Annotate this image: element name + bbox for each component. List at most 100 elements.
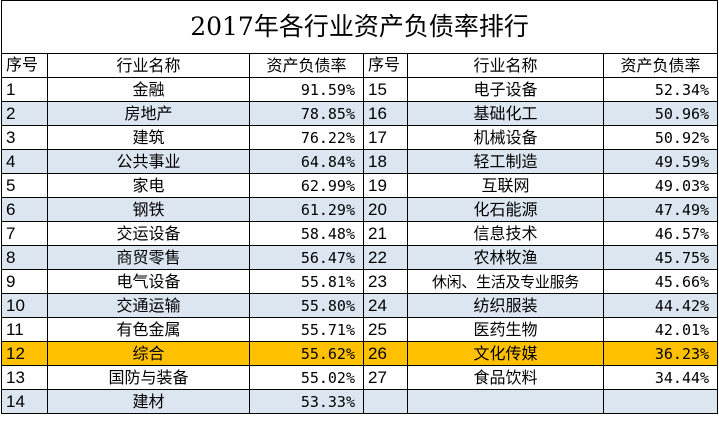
cell-debt-ratio[interactable]: 55.80%	[249, 293, 364, 318]
table-row: 14 建材 53.33%	[1, 389, 719, 414]
cell-industry-name[interactable]: 公共事业	[47, 149, 250, 174]
table-row: 8 商贸零售 56.47% 22 农林牧渔 45.75%	[1, 245, 719, 270]
table-row: 3 建筑 76.22% 17 机械设备 50.92%	[1, 125, 719, 150]
cell-index[interactable]: 13	[1, 365, 48, 390]
cell-industry-name[interactable]: 国防与装备	[47, 365, 250, 390]
cell-industry-name[interactable]: 互联网	[407, 173, 604, 198]
cell-debt-ratio[interactable]: 46.57%	[602, 221, 719, 246]
cell-index[interactable]: 26	[363, 341, 408, 366]
cell-industry-name[interactable]: 文化传媒	[407, 341, 604, 366]
cell-industry-name[interactable]: 建材	[47, 389, 250, 414]
header-row: 序号 行业名称 资产负债率 序号 行业名称 资产负债率	[1, 53, 719, 78]
table-row: 7 交运设备 58.48% 21 信息技术 46.57%	[1, 221, 719, 246]
cell-debt-ratio[interactable]: 58.48%	[249, 221, 364, 246]
cell-debt-ratio[interactable]: 50.96%	[602, 101, 719, 126]
cell-industry-name[interactable]: 信息技术	[407, 221, 604, 246]
cell-debt-ratio[interactable]: 91.59%	[249, 77, 364, 102]
cell-debt-ratio[interactable]: 49.59%	[602, 149, 719, 174]
cell-index[interactable]: 11	[1, 317, 48, 342]
cell-index[interactable]: 7	[1, 221, 48, 246]
cell-debt-ratio[interactable]: 55.02%	[249, 365, 364, 390]
cell-industry-name[interactable]: 电子设备	[407, 77, 604, 102]
cell-industry-name[interactable]	[407, 389, 604, 414]
cell-index[interactable]: 21	[363, 221, 408, 246]
cell-industry-name[interactable]: 钢铁	[47, 197, 250, 222]
cell-debt-ratio[interactable]: 76.22%	[249, 125, 364, 150]
cell-index[interactable]: 25	[363, 317, 408, 342]
cell-industry-name[interactable]: 金融	[47, 77, 250, 102]
cell-debt-ratio[interactable]: 50.92%	[602, 125, 719, 150]
cell-debt-ratio[interactable]: 49.03%	[602, 173, 719, 198]
cell-debt-ratio[interactable]: 78.85%	[249, 101, 364, 126]
cell-debt-ratio[interactable]: 47.49%	[602, 197, 719, 222]
cell-debt-ratio[interactable]: 61.29%	[249, 197, 364, 222]
cell-industry-name[interactable]: 家电	[47, 173, 250, 198]
cell-industry-name[interactable]: 综合	[47, 341, 250, 366]
cell-industry-name[interactable]: 食品饮料	[407, 365, 604, 390]
cell-index[interactable]: 16	[363, 101, 408, 126]
cell-index[interactable]: 15	[363, 77, 408, 102]
cell-industry-name[interactable]: 有色金属	[47, 317, 250, 342]
cell-index[interactable]: 18	[363, 149, 408, 174]
table-row: 12 综合 55.62% 26 文化传媒 36.23%	[1, 341, 719, 366]
cell-debt-ratio[interactable]: 53.33%	[249, 389, 364, 414]
cell-debt-ratio[interactable]: 55.62%	[249, 341, 364, 366]
header-index-left[interactable]: 序号	[1, 53, 48, 78]
cell-debt-ratio[interactable]: 34.44%	[602, 365, 719, 390]
cell-debt-ratio[interactable]: 45.75%	[602, 245, 719, 270]
cell-industry-name[interactable]: 房地产	[47, 101, 250, 126]
cell-debt-ratio[interactable]: 45.66%	[602, 269, 719, 294]
cell-index[interactable]: 5	[1, 173, 48, 198]
cell-industry-name[interactable]: 基础化工	[407, 101, 604, 126]
cell-index[interactable]: 6	[1, 197, 48, 222]
cell-index[interactable]: 1	[1, 77, 48, 102]
cell-index[interactable]: 19	[363, 173, 408, 198]
cell-index[interactable]: 23	[363, 269, 408, 294]
cell-index[interactable]: 4	[1, 149, 48, 174]
cell-index[interactable]: 20	[363, 197, 408, 222]
cell-debt-ratio[interactable]: 42.01%	[602, 317, 719, 342]
cell-index[interactable]: 9	[1, 269, 48, 294]
cell-index[interactable]: 24	[363, 293, 408, 318]
cell-debt-ratio[interactable]: 56.47%	[249, 245, 364, 270]
cell-debt-ratio[interactable]: 64.84%	[249, 149, 364, 174]
cell-industry-name[interactable]: 农林牧渔	[407, 245, 604, 270]
cell-industry-name[interactable]: 纺织服装	[407, 293, 604, 318]
header-index-right[interactable]: 序号	[363, 53, 408, 78]
cell-industry-name[interactable]: 休闲、生活及专业服务	[407, 269, 604, 294]
cell-debt-ratio[interactable]: 55.81%	[249, 269, 364, 294]
cell-index[interactable]: 22	[363, 245, 408, 270]
cell-index[interactable]: 2	[1, 101, 48, 126]
cell-debt-ratio[interactable]: 44.42%	[602, 293, 719, 318]
table-row: 10 交通运输 55.80% 24 纺织服装 44.42%	[1, 293, 719, 318]
cell-industry-name[interactable]: 轻工制造	[407, 149, 604, 174]
cell-debt-ratio[interactable]: 52.34%	[602, 77, 719, 102]
cell-debt-ratio[interactable]: 55.71%	[249, 317, 364, 342]
cell-index[interactable]: 14	[1, 389, 48, 414]
cell-index[interactable]: 8	[1, 245, 48, 270]
cell-index[interactable]: 12	[1, 341, 48, 366]
cell-industry-name[interactable]: 化石能源	[407, 197, 604, 222]
cell-industry-name[interactable]: 交运设备	[47, 221, 250, 246]
cell-index[interactable]: 17	[363, 125, 408, 150]
header-ratio-left[interactable]: 资产负债率	[249, 53, 364, 78]
header-industry-right[interactable]: 行业名称	[407, 53, 604, 78]
cell-index[interactable]: 10	[1, 293, 48, 318]
cell-index[interactable]	[363, 389, 408, 414]
industry-debt-ratio-table: 2017年各行业资产负债率排行 序号 行业名称 资产负债率 序号 行业名称 资产…	[0, 0, 719, 414]
table-row: 4 公共事业 64.84% 18 轻工制造 49.59%	[1, 149, 719, 174]
cell-industry-name[interactable]: 建筑	[47, 125, 250, 150]
cell-index[interactable]: 27	[363, 365, 408, 390]
cell-industry-name[interactable]: 医药生物	[407, 317, 604, 342]
cell-debt-ratio[interactable]: 62.99%	[249, 173, 364, 198]
cell-industry-name[interactable]: 电气设备	[47, 269, 250, 294]
cell-debt-ratio[interactable]: 36.23%	[602, 341, 719, 366]
cell-index[interactable]: 3	[1, 125, 48, 150]
cell-industry-name[interactable]: 商贸零售	[47, 245, 250, 270]
table-row: 1 金融 91.59% 15 电子设备 52.34%	[1, 77, 719, 102]
cell-industry-name[interactable]: 交通运输	[47, 293, 250, 318]
cell-debt-ratio[interactable]	[602, 389, 719, 414]
header-industry-left[interactable]: 行业名称	[47, 53, 250, 78]
cell-industry-name[interactable]: 机械设备	[407, 125, 604, 150]
header-ratio-right[interactable]: 资产负债率	[602, 53, 719, 78]
